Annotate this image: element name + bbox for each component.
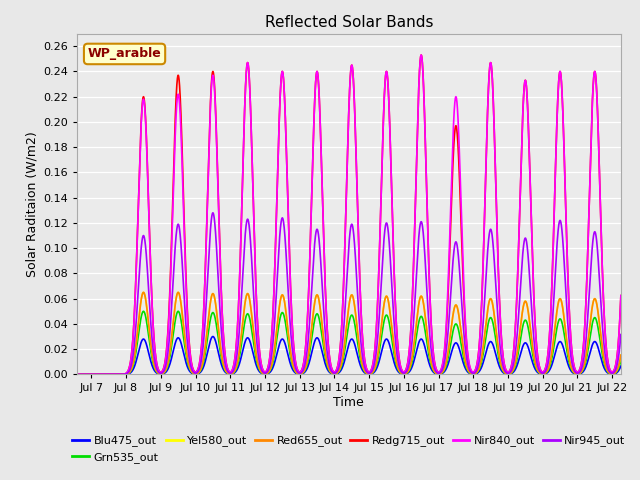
Red655_out [423,329,431,335]
Red655_out [140,289,147,295]
Yel580_out [271,340,279,346]
Blu475_out [209,334,217,339]
Red655_out [512,359,520,365]
Red655_out [482,322,490,327]
Line: Yel580_out: Yel580_out [74,292,630,374]
Yel580_out [70,372,78,377]
Nir840_out [423,200,431,206]
Blu475_out [98,372,106,377]
Line: Redg715_out: Redg715_out [74,55,630,374]
Nir945_out [98,372,106,377]
Blu475_out [423,352,431,358]
Blu475_out [271,358,279,363]
Title: Reflected Solar Bands: Reflected Solar Bands [264,15,433,30]
Grn535_out [98,372,106,377]
Yel580_out [140,289,147,295]
Redg715_out [417,52,425,58]
Nir945_out [70,372,78,377]
Red655_out [98,372,106,377]
Grn535_out [423,340,431,346]
Red655_out [70,372,78,377]
Redg715_out [482,166,490,171]
Nir945_out [512,348,520,354]
Yel580_out [626,296,634,301]
Yel580_out [482,322,490,327]
Nir840_out [271,255,279,261]
Grn535_out [70,372,78,377]
Yel580_out [399,371,406,376]
Yel580_out [512,359,520,365]
Nir840_out [417,52,425,58]
Redg715_out [271,255,279,261]
Text: WP_arable: WP_arable [88,48,161,60]
Redg715_out [399,369,406,374]
Grn535_out [626,316,634,322]
Grn535_out [482,334,490,340]
Nir945_out [482,276,490,281]
Nir840_out [482,166,490,171]
Nir840_out [98,372,106,377]
Nir945_out [399,370,406,376]
Nir945_out [209,210,217,216]
Line: Grn535_out: Grn535_out [74,312,630,374]
Redg715_out [512,322,520,327]
X-axis label: Time: Time [333,396,364,409]
Redg715_out [98,372,106,377]
Grn535_out [140,309,147,314]
Nir945_out [626,215,634,221]
Nir840_out [512,322,520,327]
Yel580_out [98,372,106,377]
Grn535_out [271,347,279,353]
Line: Nir945_out: Nir945_out [74,213,630,374]
Nir840_out [399,369,406,374]
Red655_out [399,371,406,376]
Legend: Blu475_out, Grn535_out, Yel580_out, Red655_out, Redg715_out, Nir840_out, Nir945_: Blu475_out, Grn535_out, Yel580_out, Red6… [68,431,630,468]
Blu475_out [482,350,490,356]
Nir840_out [626,62,634,68]
Nir945_out [271,310,279,316]
Red655_out [271,340,279,346]
Nir945_out [423,289,431,295]
Y-axis label: Solar Raditaion (W/m2): Solar Raditaion (W/m2) [26,131,39,277]
Blu475_out [399,371,406,377]
Yel580_out [423,329,431,335]
Grn535_out [512,362,520,368]
Line: Red655_out: Red655_out [74,292,630,374]
Redg715_out [626,62,634,68]
Line: Nir840_out: Nir840_out [74,55,630,374]
Blu475_out [70,372,78,377]
Nir840_out [70,372,78,377]
Blu475_out [512,366,520,372]
Redg715_out [70,372,78,377]
Line: Blu475_out: Blu475_out [74,336,630,374]
Blu475_out [626,339,634,345]
Red655_out [626,296,634,301]
Grn535_out [399,371,406,377]
Redg715_out [423,200,431,206]
